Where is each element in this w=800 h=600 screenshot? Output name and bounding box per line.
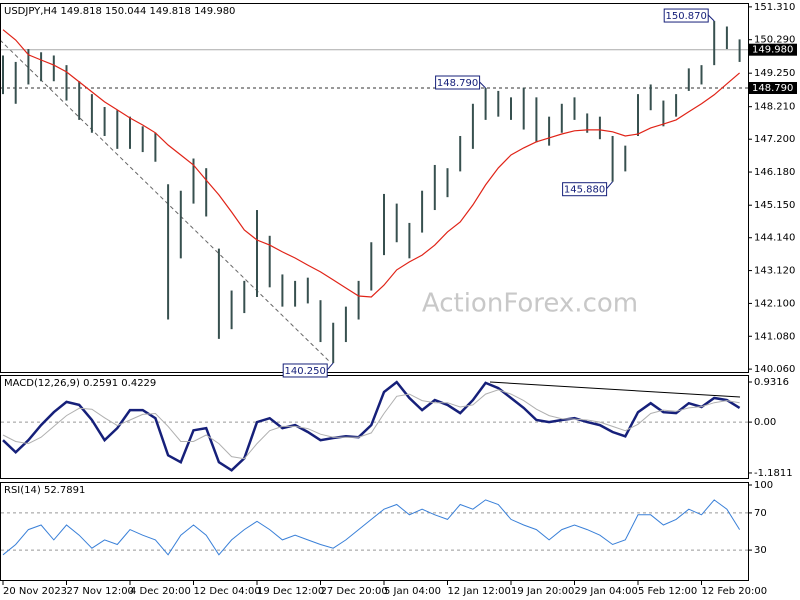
y-tick-label: 70 <box>754 508 767 519</box>
y-tick-label: 145.150 <box>754 200 795 211</box>
annotation-pointer <box>326 362 334 371</box>
indicator-line <box>2 499 741 556</box>
annotation-pointer <box>707 14 715 22</box>
x-tick-label: 5 Feb 12:00 <box>638 586 697 597</box>
x-tick-label: 5 Jan 04:00 <box>384 586 441 597</box>
price-panel <box>0 3 749 373</box>
rsi-title: RSI(14) 52.7891 <box>4 485 85 496</box>
y-tick-label: 142.100 <box>754 298 795 309</box>
y-tick-label: 148.210 <box>754 102 795 113</box>
x-tick-label: 12 Feb 20:00 <box>702 586 768 597</box>
y-tick-label: 30 <box>754 545 767 556</box>
y-tick-label: 0.00 <box>754 417 776 428</box>
y-tick-label: 141.080 <box>754 331 795 342</box>
y-tick-label: 143.120 <box>754 266 795 277</box>
price-level-label: 148.790 <box>752 83 793 94</box>
y-tick-label: 140.060 <box>754 364 795 375</box>
annotation-box <box>282 363 328 378</box>
x-tick-label: 12 Jan 12:00 <box>448 586 511 597</box>
y-tick-label: 100 <box>754 480 773 491</box>
y-tick-label: 144.140 <box>754 233 795 244</box>
macd-title: MACD(12,26,9) 0.2591 0.4229 <box>4 378 156 389</box>
x-tick-label: 12 Dec 04:00 <box>194 586 261 597</box>
annotation-label: 150.870 <box>666 11 707 22</box>
x-tick-label: 19 Jan 20:00 <box>511 586 574 597</box>
rsi-panel <box>0 482 749 581</box>
price-level-label: 149.980 <box>752 45 793 56</box>
x-tick-label: 20 Nov 2023 <box>3 586 67 597</box>
y-tick-label: 150.290 <box>754 35 795 46</box>
y-tick-label: 146.180 <box>754 167 795 178</box>
annotation-box <box>562 182 608 197</box>
annotation-label: 148.790 <box>437 78 478 89</box>
y-tick-label: 0.9316 <box>754 377 789 388</box>
x-tick-label: 27 Nov 12:00 <box>67 586 134 597</box>
price-level-box <box>749 82 797 95</box>
annotation-pointer <box>479 81 486 89</box>
annotation-label: 145.880 <box>564 185 605 196</box>
moving-average <box>2 29 740 298</box>
y-tick-label: -1.1811 <box>754 468 793 479</box>
x-tick-label: 27 Dec 20:00 <box>321 586 388 597</box>
annotation-label: 140.250 <box>285 366 326 377</box>
y-tick-label: 149.250 <box>754 68 795 79</box>
x-tick-label: 29 Jan 04:00 <box>575 586 638 597</box>
macd-trend-line <box>489 381 741 398</box>
macd-panel <box>0 375 749 479</box>
x-tick-label: 4 Dec 20:00 <box>130 586 191 597</box>
price-level-box <box>749 43 797 56</box>
y-tick-label: 147.200 <box>754 134 795 145</box>
annotation-pointer <box>606 181 613 190</box>
y-tick-label: 151.310 <box>754 2 795 13</box>
watermark: ActionForex.com <box>422 289 638 319</box>
indicator-line <box>2 380 741 472</box>
price-title: USDJPY,H4 149.818 150.044 149.818 149.98… <box>4 6 235 17</box>
indicator-line <box>2 389 740 460</box>
x-tick-label: 19 Dec 12:00 <box>257 586 324 597</box>
